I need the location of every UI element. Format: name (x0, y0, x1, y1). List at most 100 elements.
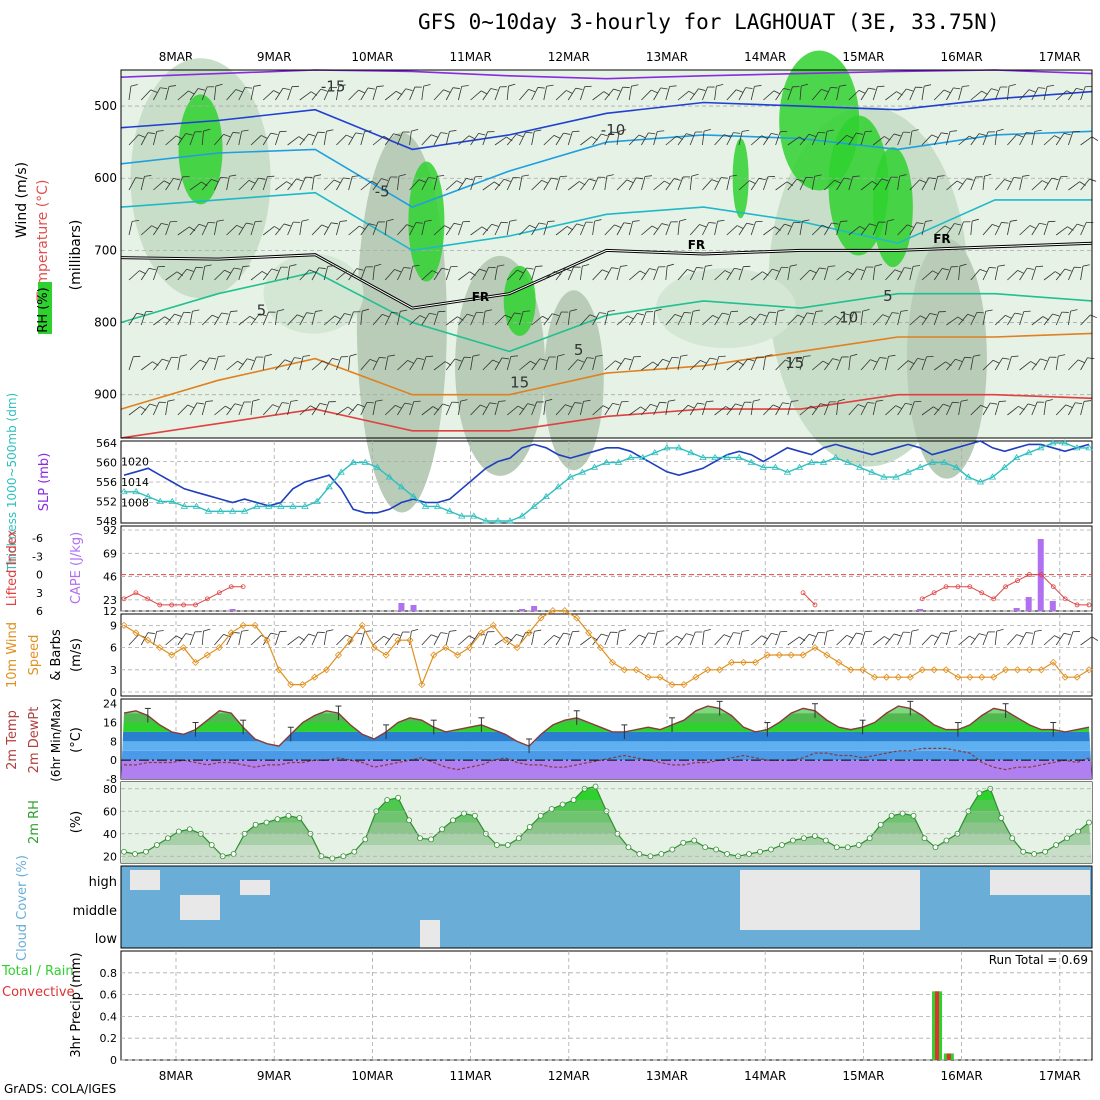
upper-wind-barb (135, 177, 143, 179)
surface-wind-barb (826, 629, 834, 632)
contour-label: 15 (785, 354, 804, 372)
upper-wind-barb (799, 405, 811, 416)
thickness-marker (120, 487, 128, 495)
upper-wind-barb (897, 360, 909, 371)
li-tick: 6 (36, 605, 43, 618)
upper-wind-barb (360, 266, 367, 281)
upper-wind-barb (750, 313, 761, 326)
upper-wind-barb (714, 134, 725, 146)
upper-wind-barb (1055, 176, 1061, 191)
rh-marker (691, 837, 698, 844)
rh-marker (779, 842, 785, 848)
upper-wind-barb (521, 174, 529, 177)
freezing-level-inner (120, 242, 1093, 309)
upper-wind-barb (944, 225, 952, 230)
upper-wind-barb (491, 223, 499, 227)
thickness-marker (663, 444, 671, 451)
rh-marker (406, 817, 413, 824)
upper-wind-barb (753, 399, 761, 402)
thickness-tick: 564 (96, 437, 117, 450)
upper-wind-barb (421, 134, 432, 146)
upper-wind-barb (989, 267, 997, 269)
upper-wind-barb (225, 405, 232, 410)
y-label-lifted: Lifted Index (5, 529, 20, 606)
upper-wind-barb (791, 400, 799, 402)
wind-speed-marker (942, 666, 950, 674)
upper-wind-barb (933, 176, 939, 191)
y-label-minmax: (6hr Min/Max) (49, 698, 63, 782)
upper-wind-barb (551, 177, 559, 180)
upper-wind-barb (592, 133, 602, 146)
upper-wind-barb (442, 403, 450, 407)
temp-tick: 24 (103, 698, 117, 711)
upper-wind-barb (872, 314, 883, 326)
upper-wind-barb (824, 179, 835, 191)
upper-wind-barb (542, 315, 549, 321)
upper-wind-barb (275, 223, 285, 236)
upper-wind-barb (360, 131, 365, 146)
upper-wind-barb (865, 130, 873, 133)
upper-wind-barb (400, 309, 408, 312)
upper-wind-barb (494, 314, 506, 326)
upper-wind-barb (697, 402, 705, 405)
upper-wind-barb (714, 221, 718, 236)
upper-wind-barb (994, 179, 1005, 191)
upper-wind-barb (689, 176, 693, 191)
upper-wind-barb (1026, 267, 1035, 270)
upper-wind-barb (592, 176, 599, 191)
upper-wind-barb (188, 90, 195, 95)
upper-wind-barb (639, 270, 647, 275)
rh-marker (658, 851, 665, 857)
upper-wind-barb (555, 356, 559, 371)
surface-wind-barb (1054, 635, 1061, 640)
thickness-marker (385, 473, 394, 480)
upper-wind-barb (909, 222, 917, 236)
upper-wind-barb (933, 225, 946, 236)
rh-marker (263, 819, 270, 826)
upper-wind-barb (352, 175, 360, 177)
upper-wind-barb (962, 85, 970, 87)
upper-wind-barb (738, 401, 745, 416)
upper-wind-barb (478, 133, 486, 136)
surface-wind-barb (534, 629, 542, 632)
rh-tick: 40 (103, 828, 117, 841)
upper-wind-barb (1031, 180, 1043, 191)
upper-wind-barb (651, 89, 658, 94)
upper-wind-barb (966, 178, 974, 181)
rh-marker (493, 842, 500, 848)
upper-wind-barb (355, 132, 363, 135)
upper-wind-barb (526, 267, 534, 270)
upper-wind-barb (299, 356, 304, 371)
cloud-level-label: low (95, 932, 118, 947)
upper-wind-barb (1007, 221, 1011, 236)
y-label-wind: Wind (m/s) (14, 162, 30, 238)
upper-wind-barb (620, 265, 628, 267)
upper-wind-barb (822, 224, 829, 229)
temp-line (123, 705, 1090, 747)
surface-wind-barb (775, 631, 781, 646)
upper-wind-barb (211, 178, 219, 183)
thickness-marker (252, 502, 261, 509)
wind-speed-marker (835, 658, 843, 666)
upper-wind-barb (970, 133, 980, 146)
surface-wind-barb (665, 635, 677, 646)
upper-wind-barb (232, 132, 240, 134)
upper-wind-barb (144, 175, 152, 177)
upper-wind-barb (494, 136, 507, 146)
surface-wind-barb (799, 634, 810, 646)
upper-wind-barb (613, 88, 621, 92)
surface-wind-barb (177, 633, 187, 646)
upper-wind-barb (311, 360, 323, 371)
upper-wind-barb (375, 399, 383, 402)
upper-wind-barb (431, 134, 438, 138)
cloud-gap (740, 870, 920, 930)
upper-wind-barb (933, 403, 944, 416)
upper-wind-barb (641, 176, 646, 191)
rh-marker (877, 821, 884, 828)
upper-wind-barb (803, 355, 811, 357)
upper-wind-barb (409, 401, 415, 416)
wind-speed-marker (1049, 658, 1057, 666)
upper-wind-barb (799, 312, 808, 326)
upper-wind-barb (909, 266, 914, 281)
